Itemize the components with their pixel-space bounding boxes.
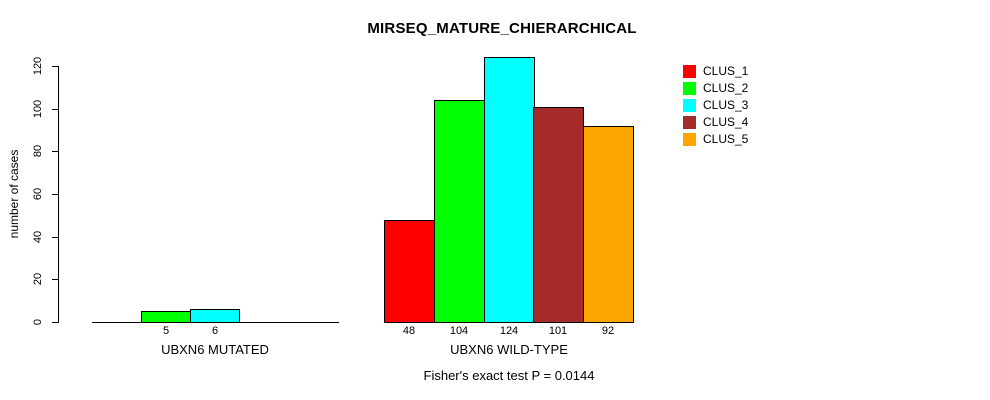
y-axis-tick-label: 40 — [32, 230, 44, 244]
y-axis-tick-label: 60 — [32, 187, 44, 201]
legend-label-clus_3: CLUS_3 — [703, 98, 749, 112]
y-axis-tick — [52, 237, 59, 238]
legend-label-clus_2: CLUS_2 — [703, 81, 749, 95]
y-axis-tick — [52, 279, 59, 280]
bar-value-label: 104 — [449, 325, 469, 337]
bar-value-label: 124 — [499, 325, 519, 337]
legend-color-swatch-clus_2 — [683, 82, 696, 95]
y-axis-tick — [52, 109, 59, 110]
bar-value-label: 101 — [548, 325, 568, 337]
fisher-test-annotation: Fisher's exact test P = 0.0144 — [423, 368, 595, 383]
y-axis-tick-label: 0 — [32, 318, 44, 326]
bar-clus_2-wild-type — [434, 100, 485, 323]
legend-color-swatch-clus_5 — [683, 133, 696, 146]
x-category-label-wild-type: UBXN6 WILD-TYPE — [450, 342, 568, 357]
bar-value-label: 6 — [211, 325, 219, 337]
bar-clus_5-wild-type — [583, 126, 634, 323]
x-category-label-mutated: UBXN6 MUTATED — [161, 342, 269, 357]
y-axis-tick-label: 100 — [32, 99, 44, 119]
y-axis-tick-label: 120 — [32, 56, 44, 76]
bar-clus_3-mutated — [190, 309, 240, 323]
chart-title: MIRSEQ_MATURE_CHIERARCHICAL — [367, 20, 637, 37]
y-axis-tick-label: 80 — [32, 144, 44, 158]
bar-clus_2-mutated — [141, 311, 191, 323]
bar-value-label: 92 — [601, 325, 615, 337]
y-axis-tick — [52, 66, 59, 67]
legend-label-clus_4: CLUS_4 — [703, 115, 749, 129]
bar-clus_4-wild-type — [533, 107, 584, 323]
y-axis-title: number of cases — [7, 149, 21, 239]
bar-value-label: 48 — [402, 325, 416, 337]
bar-clus_3-wild-type — [484, 57, 535, 323]
y-axis-tick — [52, 194, 59, 195]
bar-value-label: 5 — [162, 325, 170, 337]
y-axis-tick — [52, 322, 59, 323]
y-axis-tick — [52, 151, 59, 152]
y-axis-tick-label: 20 — [32, 272, 44, 286]
bar-clus_1-wild-type — [384, 220, 435, 323]
legend-color-swatch-clus_3 — [683, 99, 696, 112]
legend-color-swatch-clus_1 — [683, 65, 696, 78]
legend-label-clus_1: CLUS_1 — [703, 64, 749, 78]
legend-label-clus_5: CLUS_5 — [703, 132, 749, 146]
legend-color-swatch-clus_4 — [683, 116, 696, 129]
